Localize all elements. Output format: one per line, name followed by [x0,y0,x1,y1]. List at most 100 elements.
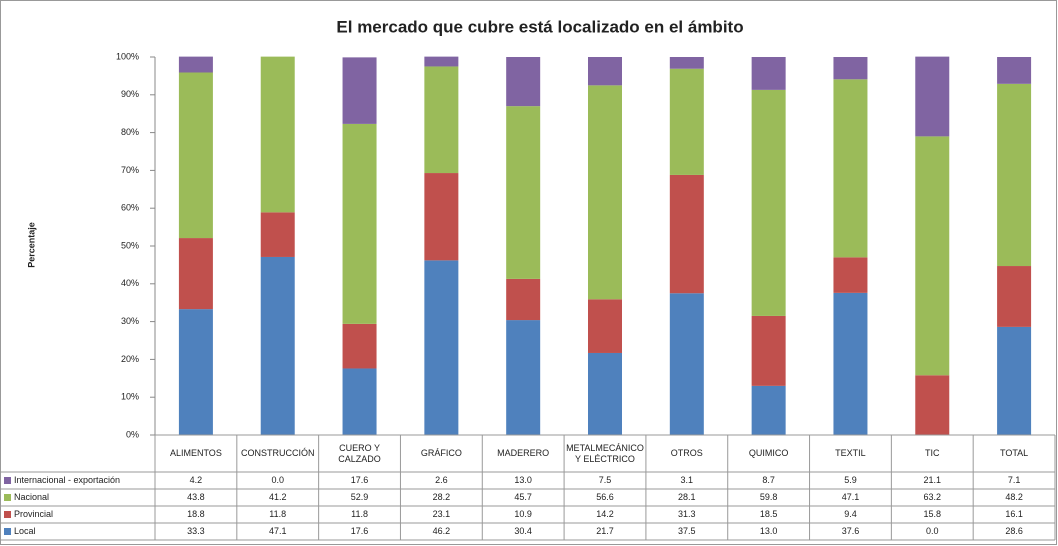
legend-swatch [4,528,11,535]
bar-segment [260,56,295,213]
category-label: QUIMICO [748,448,789,458]
y-tick-label: 90% [121,89,139,99]
value-label: 48.2 [1005,492,1023,502]
y-tick-label: 10% [121,392,139,402]
value-label: 13.0 [760,526,778,536]
bar-segment [424,56,459,67]
bar-segment [751,385,786,435]
value-label: 52.9 [351,492,369,502]
value-label: 17.6 [351,526,369,536]
value-label: 47.1 [269,526,287,536]
category-label: OTROS [670,448,703,458]
bar-segment [751,57,786,90]
value-label: 46.2 [433,526,451,536]
bar-segment [751,315,786,386]
category-label: TEXTIL [835,448,866,458]
bar-segment [669,68,704,175]
value-label: 9.4 [844,509,857,519]
legend-label: Local [14,526,36,536]
y-tick-label: 50% [121,240,139,250]
value-label: 7.1 [1008,475,1021,485]
value-label: 30.4 [514,526,532,536]
value-label: 11.8 [269,509,286,519]
y-tick-label: 80% [121,127,139,137]
y-tick-label: 30% [121,316,139,326]
category-label: MADERERO [497,448,550,458]
bar-segment [751,89,786,316]
bar-segment [588,299,622,353]
value-label: 4.2 [190,475,203,485]
value-label: 28.2 [433,492,451,502]
value-label: 13.0 [514,475,532,485]
category-label: CUERO Y CALZADO [338,442,381,464]
value-label: 56.6 [596,492,614,502]
value-label: 7.5 [599,475,612,485]
value-label: 31.3 [678,509,696,519]
y-tick-label: 40% [121,278,139,288]
legend-label: Nacional [14,492,49,502]
bar-segment [833,257,868,293]
bar-segment [915,56,950,137]
bar-segment [833,79,868,258]
category-label: TOTAL [999,448,1029,458]
value-label: 45.7 [514,492,532,502]
value-label: 5.9 [844,475,857,485]
value-label: 28.1 [678,492,696,502]
value-label: 21.7 [596,526,614,536]
value-label: 21.1 [924,475,942,485]
bar-segment [915,375,950,435]
value-label: 47.1 [842,492,860,502]
value-label: 28.6 [1005,526,1023,536]
value-label: 18.5 [760,509,778,519]
legend-swatch [4,477,11,484]
legend-swatch [4,494,11,501]
value-label: 14.2 [596,509,614,519]
value-label: 17.6 [351,475,369,485]
bar-segment [342,123,377,324]
value-label: 10.9 [514,509,532,519]
bar-segment [588,57,622,86]
legend-swatch [4,511,11,518]
bar-segment [997,57,1032,84]
legend-label: Provincial [14,509,53,519]
bar-segment [997,326,1032,435]
value-label: 63.2 [924,492,942,502]
category-label: TIC [925,448,940,458]
bar-segment [342,57,377,124]
bar-segment [424,66,459,174]
y-axis-label: Percentaje [26,222,36,268]
value-label: 0.0 [926,526,939,536]
bar-segment [424,260,459,435]
y-tick-label: 0% [126,429,139,439]
bar-segment [178,309,213,435]
category-label: GRÁFICO [420,448,462,458]
bar-segment [506,106,541,279]
legend-label: Internacional - exportación [14,475,120,485]
bar-segment [669,174,704,294]
category-label: ALIMENTOS [169,448,222,458]
bar-segment [833,292,868,435]
value-label: 0.0 [271,475,284,485]
y-tick-label: 20% [121,354,139,364]
bar-segment [997,266,1032,327]
bar-segment [588,352,622,435]
value-label: 8.7 [762,475,775,485]
value-label: 18.8 [187,509,205,519]
bar-segment [342,368,377,435]
value-label: 59.8 [760,492,778,502]
bar-segment [915,136,950,376]
bar-segment [260,256,295,435]
bar-segment [997,83,1032,267]
bar-segment [588,85,622,300]
chart-title: El mercado que cubre está localizado en … [336,17,743,36]
y-tick-label: 100% [116,51,139,61]
y-tick-label: 70% [121,165,139,175]
bar-segment [669,293,704,435]
bar-segment [506,57,541,107]
y-tick-label: 60% [121,203,139,213]
value-label: 15.8 [924,509,942,519]
category-label: METALMECÁNICO Y ELÉCTRICO [566,442,644,464]
bar-segment [424,173,459,261]
